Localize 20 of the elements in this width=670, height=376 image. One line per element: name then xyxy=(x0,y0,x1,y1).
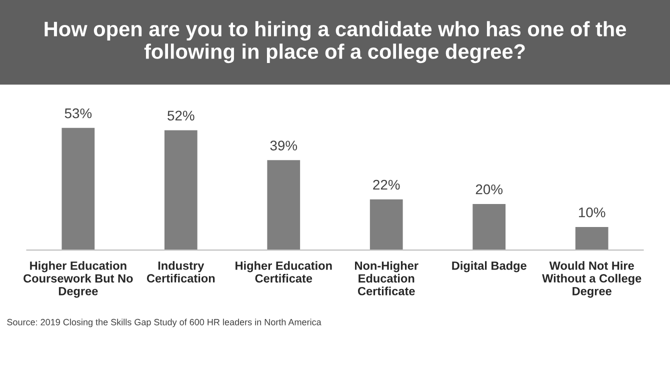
data-label: 53% xyxy=(64,108,92,118)
bar xyxy=(267,160,300,250)
x-tick-label: Higher Education Coursework But No Degree xyxy=(24,261,133,298)
bar xyxy=(164,130,198,250)
bar xyxy=(575,227,608,250)
data-label: 52% xyxy=(168,110,194,121)
data-label: 10% xyxy=(578,207,606,218)
x-tick-label: Would Not Hire Without a College Degree xyxy=(542,261,642,298)
x-tick-label: Non-Higher Education Certificate xyxy=(355,261,418,296)
bar xyxy=(472,204,506,250)
data-label: 39% xyxy=(270,140,298,150)
x-tick-label: Higher Education Certificate xyxy=(236,261,332,283)
source-note: Source: 2019 Closing the Skills Gap Study of 600 HR leaders in North America xyxy=(7,318,322,328)
data-label: 20% xyxy=(476,184,503,194)
x-tick-label: Digital Badge xyxy=(452,261,526,272)
x-tick-label: Industry Certification xyxy=(146,261,215,283)
data-label: 22% xyxy=(373,180,400,190)
bar xyxy=(62,128,95,250)
chart-title: How open are you to hiring a candidate who has one of the following in place of a college degree? xyxy=(44,21,626,64)
bar xyxy=(370,199,403,250)
